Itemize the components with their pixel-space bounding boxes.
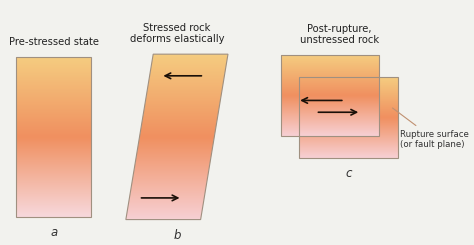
Text: Pre-stressed state: Pre-stressed state — [9, 37, 99, 47]
Text: a: a — [50, 226, 57, 239]
Bar — [17, 57, 91, 217]
Bar — [281, 55, 379, 136]
Text: Rupture surface
(or fault plane): Rupture surface (or fault plane) — [392, 108, 469, 149]
Text: b: b — [173, 229, 181, 242]
Polygon shape — [126, 54, 228, 220]
Text: c: c — [345, 167, 352, 180]
Text: Post-rupture,
unstressed rock: Post-rupture, unstressed rock — [300, 24, 379, 45]
Bar — [299, 77, 398, 158]
Text: Stressed rock
deforms elastically: Stressed rock deforms elastically — [130, 23, 224, 44]
